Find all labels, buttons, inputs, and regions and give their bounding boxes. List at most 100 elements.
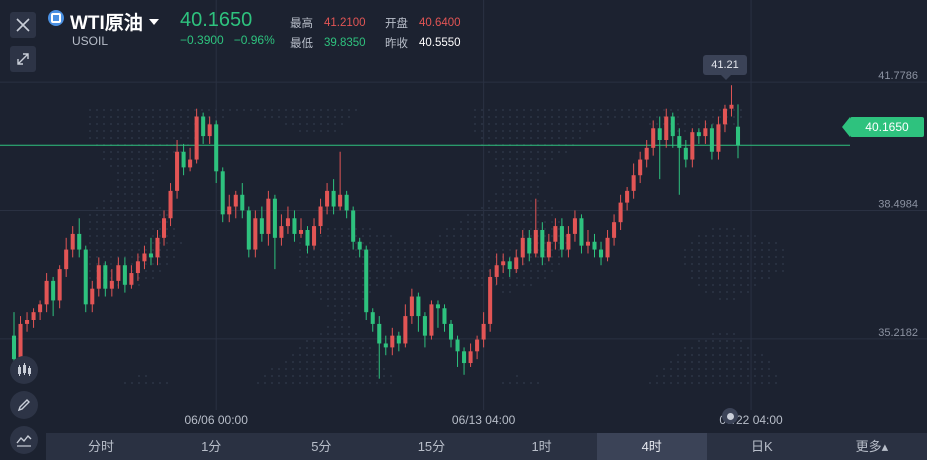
x-tick-label: 06/13 04:00 bbox=[452, 413, 516, 427]
map-dot bbox=[515, 115, 519, 119]
candle-body bbox=[638, 159, 643, 176]
map-dot bbox=[284, 122, 288, 126]
map-dot bbox=[732, 255, 736, 259]
map-dot bbox=[123, 220, 127, 224]
map-dot bbox=[746, 353, 750, 357]
map-dot bbox=[165, 115, 169, 119]
map-dot bbox=[130, 185, 134, 189]
candle-body bbox=[83, 249, 88, 305]
map-dot bbox=[319, 241, 323, 245]
expand-button[interactable] bbox=[10, 46, 36, 72]
map-dot bbox=[697, 353, 701, 357]
map-dot bbox=[284, 360, 288, 364]
map-dot bbox=[473, 213, 477, 217]
candle-body bbox=[722, 108, 727, 125]
map-dot bbox=[543, 136, 547, 140]
map-dot bbox=[151, 227, 155, 231]
map-dot bbox=[732, 381, 736, 385]
map-dot bbox=[389, 234, 393, 238]
map-dot bbox=[144, 374, 148, 378]
tab-1hour[interactable]: 1时 bbox=[531, 439, 552, 454]
map-dot bbox=[284, 108, 288, 112]
map-dot bbox=[536, 381, 540, 385]
map-dot bbox=[319, 353, 323, 357]
map-dot bbox=[151, 199, 155, 203]
candle-body bbox=[448, 323, 454, 340]
candle-body bbox=[188, 159, 193, 168]
indicator-button[interactable] bbox=[10, 426, 38, 454]
map-dot bbox=[543, 199, 547, 203]
tab-daily[interactable]: 日K bbox=[750, 439, 773, 454]
map-dot bbox=[536, 276, 540, 280]
candle-body bbox=[429, 304, 434, 336]
map-dot bbox=[256, 108, 260, 112]
map-dot bbox=[347, 311, 351, 315]
map-dot bbox=[508, 150, 512, 154]
candle-style-button[interactable] bbox=[10, 356, 38, 384]
map-dot bbox=[319, 122, 323, 126]
map-dot bbox=[760, 353, 764, 357]
map-dot bbox=[333, 353, 337, 357]
map-dot bbox=[109, 213, 113, 217]
close-button[interactable] bbox=[10, 12, 36, 38]
map-dot bbox=[326, 262, 330, 266]
map-dot bbox=[109, 255, 113, 259]
map-dot bbox=[319, 129, 323, 133]
map-dot bbox=[704, 108, 708, 112]
tab-5min[interactable]: 5分 bbox=[311, 439, 332, 454]
map-dot bbox=[298, 346, 302, 350]
map-dot bbox=[690, 248, 694, 252]
map-dot bbox=[536, 129, 540, 133]
map-dot bbox=[375, 234, 379, 238]
map-dot bbox=[508, 171, 512, 175]
tab-4hour[interactable]: 4时 bbox=[596, 433, 707, 460]
map-dot bbox=[333, 276, 337, 280]
map-dot bbox=[151, 136, 155, 140]
symbol-selector[interactable]: WTI原油 bbox=[70, 8, 159, 35]
map-dot bbox=[354, 367, 358, 371]
map-dot bbox=[109, 136, 113, 140]
tab-15min[interactable]: 15分 bbox=[417, 439, 446, 454]
map-dot bbox=[270, 115, 274, 119]
map-dot bbox=[137, 374, 141, 378]
map-dot bbox=[347, 304, 351, 308]
map-dot bbox=[718, 269, 722, 273]
map-dot bbox=[95, 108, 99, 112]
map-dot bbox=[88, 122, 92, 126]
map-dot bbox=[676, 360, 680, 364]
map-dot bbox=[487, 122, 491, 126]
map-dot bbox=[263, 108, 267, 112]
map-dot bbox=[326, 360, 330, 364]
candle-body bbox=[161, 218, 167, 238]
candle-body bbox=[201, 116, 206, 137]
map-dot bbox=[466, 262, 470, 266]
map-dot bbox=[550, 150, 554, 154]
tab-1min[interactable]: 1分 bbox=[201, 439, 222, 454]
map-dot bbox=[102, 255, 106, 259]
map-dot bbox=[753, 367, 757, 371]
draw-tool-button[interactable] bbox=[10, 391, 38, 419]
map-dot bbox=[312, 339, 316, 343]
map-dot bbox=[536, 108, 540, 112]
map-dot bbox=[718, 108, 722, 112]
candle-body bbox=[64, 249, 69, 270]
map-dot bbox=[529, 234, 533, 238]
tab-more[interactable]: 更多▴ bbox=[855, 439, 889, 454]
map-dot bbox=[529, 199, 533, 203]
map-dot bbox=[354, 346, 358, 350]
map-dot bbox=[662, 367, 666, 371]
map-dot bbox=[312, 255, 316, 259]
map-dot bbox=[172, 129, 176, 133]
map-dot bbox=[480, 283, 484, 287]
map-dot bbox=[123, 115, 127, 119]
map-dot bbox=[137, 136, 141, 140]
tab-timeline[interactable]: 分时 bbox=[88, 439, 115, 454]
map-dot bbox=[340, 262, 344, 266]
chart-area[interactable]: 41.7786 38.4984 35.2182 06/06 00:00 06/13 04… bbox=[0, 0, 927, 432]
time-marker-button[interactable] bbox=[722, 408, 738, 424]
map-dot bbox=[501, 290, 505, 294]
map-dot bbox=[501, 192, 505, 196]
map-dot bbox=[354, 262, 358, 266]
map-dot bbox=[354, 332, 358, 336]
candlestick-chart[interactable]: 41.7786 38.4984 35.2182 06/06 00:00 06/13 04… bbox=[0, 0, 927, 432]
